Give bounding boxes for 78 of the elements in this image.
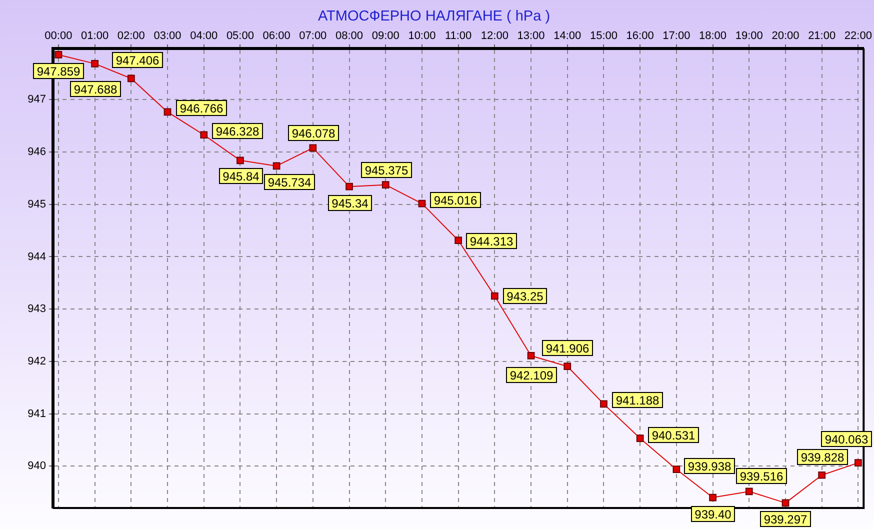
x-tick-label: 05:00 (226, 30, 254, 42)
x-tick-label: 06:00 (262, 30, 290, 42)
y-tick-label: 940 (28, 460, 46, 472)
x-tick-label: 13:00 (517, 30, 545, 42)
data-label: 945.84 (222, 169, 260, 184)
point (382, 181, 390, 188)
data-label: 946.328 (216, 124, 260, 138)
point (782, 499, 790, 507)
point (527, 352, 535, 360)
point (454, 236, 462, 244)
point (636, 434, 644, 442)
data-label: 942.109 (510, 368, 554, 382)
data-label: 939.297 (764, 512, 808, 526)
data-label: 945.375 (364, 163, 409, 178)
x-tick-label: 02:00 (117, 30, 145, 42)
x-tick-label: 08:00 (336, 30, 364, 42)
data-label: 947.406 (116, 53, 160, 68)
data-label: 947.688 (74, 82, 118, 96)
y-tick-label: 942 (28, 355, 46, 368)
x-tick-label: 09:00 (372, 30, 400, 42)
chart-title: АТМОСФЕРНО НАЛЯГАНЕ ( hPa ) (318, 8, 550, 25)
point (91, 60, 98, 68)
point (236, 156, 244, 164)
data-label: 939.40 (694, 507, 732, 522)
data-label: 945.016 (434, 193, 478, 208)
data-label: 939.828 (800, 450, 845, 464)
point (54, 51, 62, 58)
y-tick-label: 946 (28, 146, 46, 158)
point (309, 144, 317, 152)
x-tick-label: 07:00 (299, 30, 327, 42)
data-label: 947.859 (36, 64, 81, 78)
point (564, 362, 572, 370)
x-tick-label: 12:00 (480, 30, 508, 42)
x-tick-label: 18:00 (699, 30, 727, 42)
y-tick-label: 941 (28, 408, 46, 420)
x-tick-label: 10:00 (408, 30, 436, 42)
data-label: 946.078 (292, 126, 336, 140)
x-tick-label: 11:00 (444, 30, 472, 42)
point (672, 466, 680, 474)
x-tick-label: 04:00 (190, 30, 218, 42)
x-tick-label: 17:00 (662, 30, 690, 42)
x-tick-label: 00:00 (44, 30, 72, 42)
data-label: 943.25 (506, 289, 544, 304)
x-tick-label: 14:00 (554, 30, 582, 42)
x-tick-label: 21:00 (808, 30, 836, 42)
point (200, 131, 208, 139)
x-tick-label: 15:00 (590, 30, 618, 42)
data-label: 944.313 (470, 234, 514, 248)
point (127, 74, 135, 82)
y-tick-label: 943 (28, 303, 46, 316)
point (490, 292, 498, 300)
y-tick-label: 947 (28, 94, 46, 106)
x-tick-label: 19:00 (735, 30, 763, 42)
point (346, 182, 353, 190)
data-label: 940.063 (824, 432, 869, 446)
data-label: 946.766 (180, 101, 224, 116)
x-tick-label: 22:00 (844, 30, 872, 42)
data-label: 945.734 (268, 175, 312, 190)
point (745, 488, 753, 496)
x-tick-label: 16:00 (626, 30, 654, 42)
data-label: 945.34 (332, 196, 369, 210)
data-label: 939.938 (688, 459, 732, 474)
x-tick-label: 20:00 (772, 30, 800, 42)
point (272, 162, 280, 170)
point (854, 459, 862, 467)
point (600, 400, 608, 408)
point (418, 200, 426, 208)
point (709, 494, 716, 502)
x-tick-label: 01:00 (81, 30, 109, 42)
data-label: 941.188 (616, 393, 660, 408)
data-label: 939.516 (740, 469, 784, 484)
y-tick-label: 945 (28, 198, 46, 210)
point (818, 471, 826, 479)
x-tick-label: 03:00 (154, 30, 182, 42)
data-label: 941.906 (546, 341, 590, 356)
y-tick-label: 944 (28, 250, 46, 263)
data-label: 940.531 (652, 428, 696, 442)
point (164, 108, 172, 116)
